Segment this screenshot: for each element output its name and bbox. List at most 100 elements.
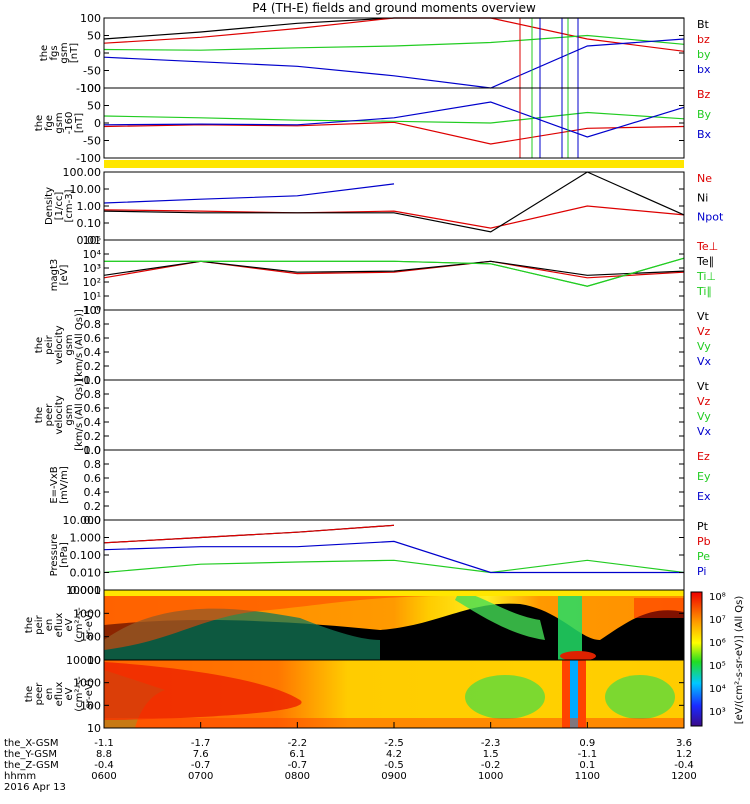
ytick-label-3-0: 10⁵ <box>83 234 101 247</box>
ytick-label-9-1: 1000 <box>73 677 101 690</box>
panel-ylabel-5: thepeervelocitygsm[km/s (All Qs)] <box>34 379 85 451</box>
axis-row-value-1-4: 1.5 <box>483 749 499 760</box>
legend-6-2: Ex <box>697 490 711 503</box>
ytick-label-4-3: 0.4 <box>84 346 102 359</box>
panel-ylabel-line-9-0: the <box>24 686 35 702</box>
ytick-label-8-0: 10000 <box>66 584 101 597</box>
panel-ylabel-line-0-0: the <box>39 45 50 61</box>
panel-ylabel-line-5-4: [km/s (All Qs)] <box>74 379 85 451</box>
ytick-label-6-1: 0.8 <box>84 458 102 471</box>
legend-3-2: Ti⊥ <box>696 270 716 283</box>
panel-ylabel-line-6-0: E=-VxB <box>49 466 60 503</box>
legend-3-3: Ti∥ <box>696 285 712 298</box>
axis-row-value-0-5: 0.9 <box>579 738 595 749</box>
series-Pi-panel-7 <box>103 540 684 574</box>
series-Bx-panel-1 <box>103 101 685 138</box>
panel-ylabel-line-2-0: Density <box>44 187 55 225</box>
legend-1-0: Bz <box>697 88 711 101</box>
ytick-label-8-3: 10 <box>87 654 101 667</box>
panel-ylabel-line-4-2: velocity <box>54 325 65 364</box>
ytick-label-8-2: 100 <box>80 631 101 644</box>
series-Ni-panel-2 <box>103 171 685 233</box>
panel-ylabel-line-5-0: the <box>34 407 45 423</box>
figure-title: P4 (TH-E) fields and ground moments over… <box>252 1 536 15</box>
panel-frame-0 <box>103 17 685 89</box>
colorbar-label: [eV/(cm²-s-sr-eV)] (All Qs) <box>734 596 745 725</box>
legend-1-2: Bx <box>697 128 712 141</box>
series-Pb-panel-7 <box>103 524 395 544</box>
axis-row-value-2-0: -0.4 <box>94 760 114 771</box>
panel-ylabel-line-8-5: (cm²-s- <box>74 607 85 643</box>
panel-ylabel-line-8-6: sr-eV) <box>84 610 95 639</box>
panel-ylabel-line-4-0: the <box>34 337 45 353</box>
colorbar-tick-0: 10⁸ <box>709 592 726 603</box>
panel-ylabel-line-9-5: (cm²-s- <box>74 676 85 712</box>
axis-row-value-3-6: 1200 <box>671 771 696 782</box>
panel-ylabel-line-2-1: [1/cc] <box>54 192 65 221</box>
ytick-label-1-2: 0 <box>94 117 101 130</box>
panel-ylabel-line-9-3: eflux <box>54 682 65 707</box>
panel-ylabel-line-8-1: peir <box>34 614 45 634</box>
series-By-panel-1 <box>103 111 685 124</box>
axis-row-name-2: the_Z-GSM <box>4 760 59 771</box>
axis-row-value-3-2: 0800 <box>285 771 310 782</box>
legend-4-2: Vy <box>697 340 711 353</box>
panel-frame-6 <box>103 449 685 521</box>
ytick-label-5-0: 1.0 <box>84 374 102 387</box>
ytick-label-5-5: 0.0 <box>84 444 102 457</box>
series-Bz-panel-1 <box>103 121 685 145</box>
panel-ylabel-2: Density[1/cc][cm-3] <box>44 187 75 225</box>
panel-ylabel-line-4-4: [km/s (All Qs)] <box>74 309 85 381</box>
series-Ti-panel-3 <box>104 257 685 287</box>
ytick-label-0-1: 50 <box>87 30 101 43</box>
ytick-label-9-0: 10000 <box>66 654 101 667</box>
axis-row-value-0-4: -2.3 <box>481 738 501 749</box>
panel-ylabel-line-1-4: [nT] <box>74 113 85 133</box>
axis-row-value-1-5: -1.1 <box>578 749 598 760</box>
ytick-label-3-2: 10³ <box>83 262 101 275</box>
axis-row-name-0: the_X-GSM <box>4 738 58 749</box>
panel-frame-1 <box>103 87 685 159</box>
ytick-label-3-3: 10² <box>83 276 101 289</box>
panel-ylabel-line-3-1: [eV] <box>59 265 70 286</box>
legend-4-1: Vz <box>697 325 711 338</box>
series-by-panel-0 <box>103 34 685 51</box>
ytick-label-3-5: 10⁰ <box>83 304 102 317</box>
axis-row-value-2-6: -0.4 <box>674 760 694 771</box>
panel-ylabel-line-1-0: the <box>34 115 45 131</box>
legend-7-0: Pt <box>697 520 709 533</box>
panel-frame-4 <box>103 309 685 381</box>
panel-ylabel-line-9-6: sr-eV) <box>84 679 95 708</box>
panel-ylabel-line-8-0: the <box>24 617 35 633</box>
panel-ylabel-line-0-1: fgs <box>49 45 60 60</box>
series-Pe-panel-7 <box>103 559 685 574</box>
colorbar-tick-3: 10⁵ <box>709 661 726 672</box>
ytick-label-2-0: 100.00 <box>63 166 102 179</box>
legend-3-0: Te⊥ <box>696 240 718 253</box>
panel-ylabel-0: thefgsgsm[nT] <box>39 42 80 63</box>
colorbar-tick-2: 10⁶ <box>709 638 726 649</box>
legend-1-1: By <box>697 108 712 121</box>
ytick-label-1-1: 50 <box>87 100 101 113</box>
panel-ylabel-line-0-2: gsm <box>59 42 70 63</box>
ytick-label-4-0: 1.0 <box>84 304 102 317</box>
panel-ylabel-line-5-2: velocity <box>54 395 65 434</box>
axis-row-value-1-6: 1.2 <box>676 749 692 760</box>
ytick-label-7-2: 0.100 <box>70 549 102 562</box>
ytick-label-6-5: 0.0 <box>84 514 102 527</box>
panel-ylabel-line-1-1: fge <box>44 115 55 131</box>
ytick-label-4-5: 0.0 <box>84 374 102 387</box>
ion-spectrogram-warm-region <box>104 596 450 650</box>
axis-row-value-2-5: 0.1 <box>579 760 595 771</box>
axis-row-value-1-1: 7.6 <box>193 749 209 760</box>
series-bx-panel-0 <box>103 38 685 89</box>
panel-ylabel-3: magt3[eV] <box>49 259 70 292</box>
legend-2-2: Npot <box>697 211 724 224</box>
legend-7-3: Pi <box>697 565 706 578</box>
ytick-label-4-1: 0.8 <box>84 318 102 331</box>
ytick-label-3-4: 10¹ <box>83 290 101 303</box>
ytick-label-7-4: 0.001 <box>70 584 102 597</box>
axis-row-name-3: hhmm <box>4 771 36 782</box>
ytick-label-1-0: 100 <box>80 82 101 95</box>
